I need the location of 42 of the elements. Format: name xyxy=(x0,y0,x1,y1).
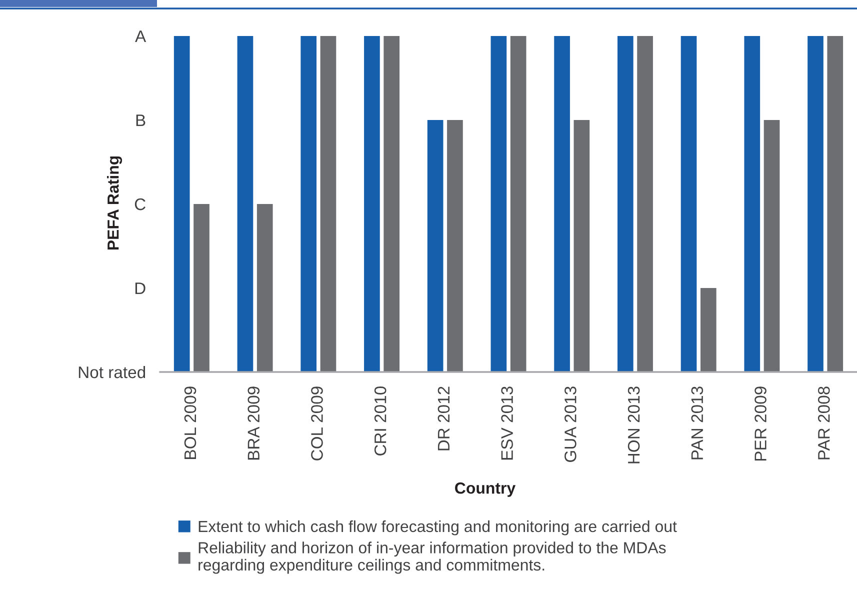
x-tick-label: HON 2013 xyxy=(628,386,640,464)
text: C xyxy=(134,198,146,210)
bar xyxy=(194,204,210,372)
bar xyxy=(300,36,317,372)
bar xyxy=(700,288,716,372)
x-tick-label: COL 2009 xyxy=(311,386,323,460)
legend-label: Reliability and horizon of in-year information provided to the MDAs regarding expenditure ceilings and commitments. xyxy=(198,542,666,574)
x-axis-title: Country xyxy=(455,482,516,497)
bar xyxy=(447,120,463,372)
text: D xyxy=(135,282,146,294)
bar xyxy=(427,120,444,372)
bar xyxy=(764,120,780,372)
y-axis-title: PEFA Rating xyxy=(107,156,122,250)
x-tick-label: DR 2012 xyxy=(438,386,450,450)
bar xyxy=(256,204,273,372)
bar xyxy=(808,36,824,372)
x-tick-label: BRA 2009 xyxy=(248,386,260,460)
x-tick-label: PAN 2013 xyxy=(691,386,704,460)
x-tick-label: BOL 2009 xyxy=(184,386,196,459)
bar xyxy=(680,36,697,372)
text: Not rated xyxy=(78,366,146,378)
bar xyxy=(617,36,634,372)
x-tick-label: PAR 2008 xyxy=(818,386,830,460)
bar xyxy=(364,36,380,372)
bar xyxy=(174,36,190,372)
bar xyxy=(574,120,590,372)
x-tick-label: PER 2009 xyxy=(754,386,766,460)
bar xyxy=(384,36,400,372)
text: A xyxy=(135,30,146,42)
bar xyxy=(320,36,336,372)
x-tick-label: CRI 2010 xyxy=(374,386,386,456)
x-tick-label: ESV 2013 xyxy=(501,386,513,460)
bar xyxy=(827,36,844,372)
bar xyxy=(554,36,570,372)
bar xyxy=(744,36,760,372)
bar xyxy=(237,36,254,372)
text: B xyxy=(136,114,146,126)
bar xyxy=(490,36,507,372)
bar xyxy=(510,36,526,372)
x-tick-label: GUA 2013 xyxy=(564,386,576,462)
bar xyxy=(637,36,653,372)
legend-label: Extent to which cash flow forecasting and monitoring are carried out xyxy=(198,520,677,536)
